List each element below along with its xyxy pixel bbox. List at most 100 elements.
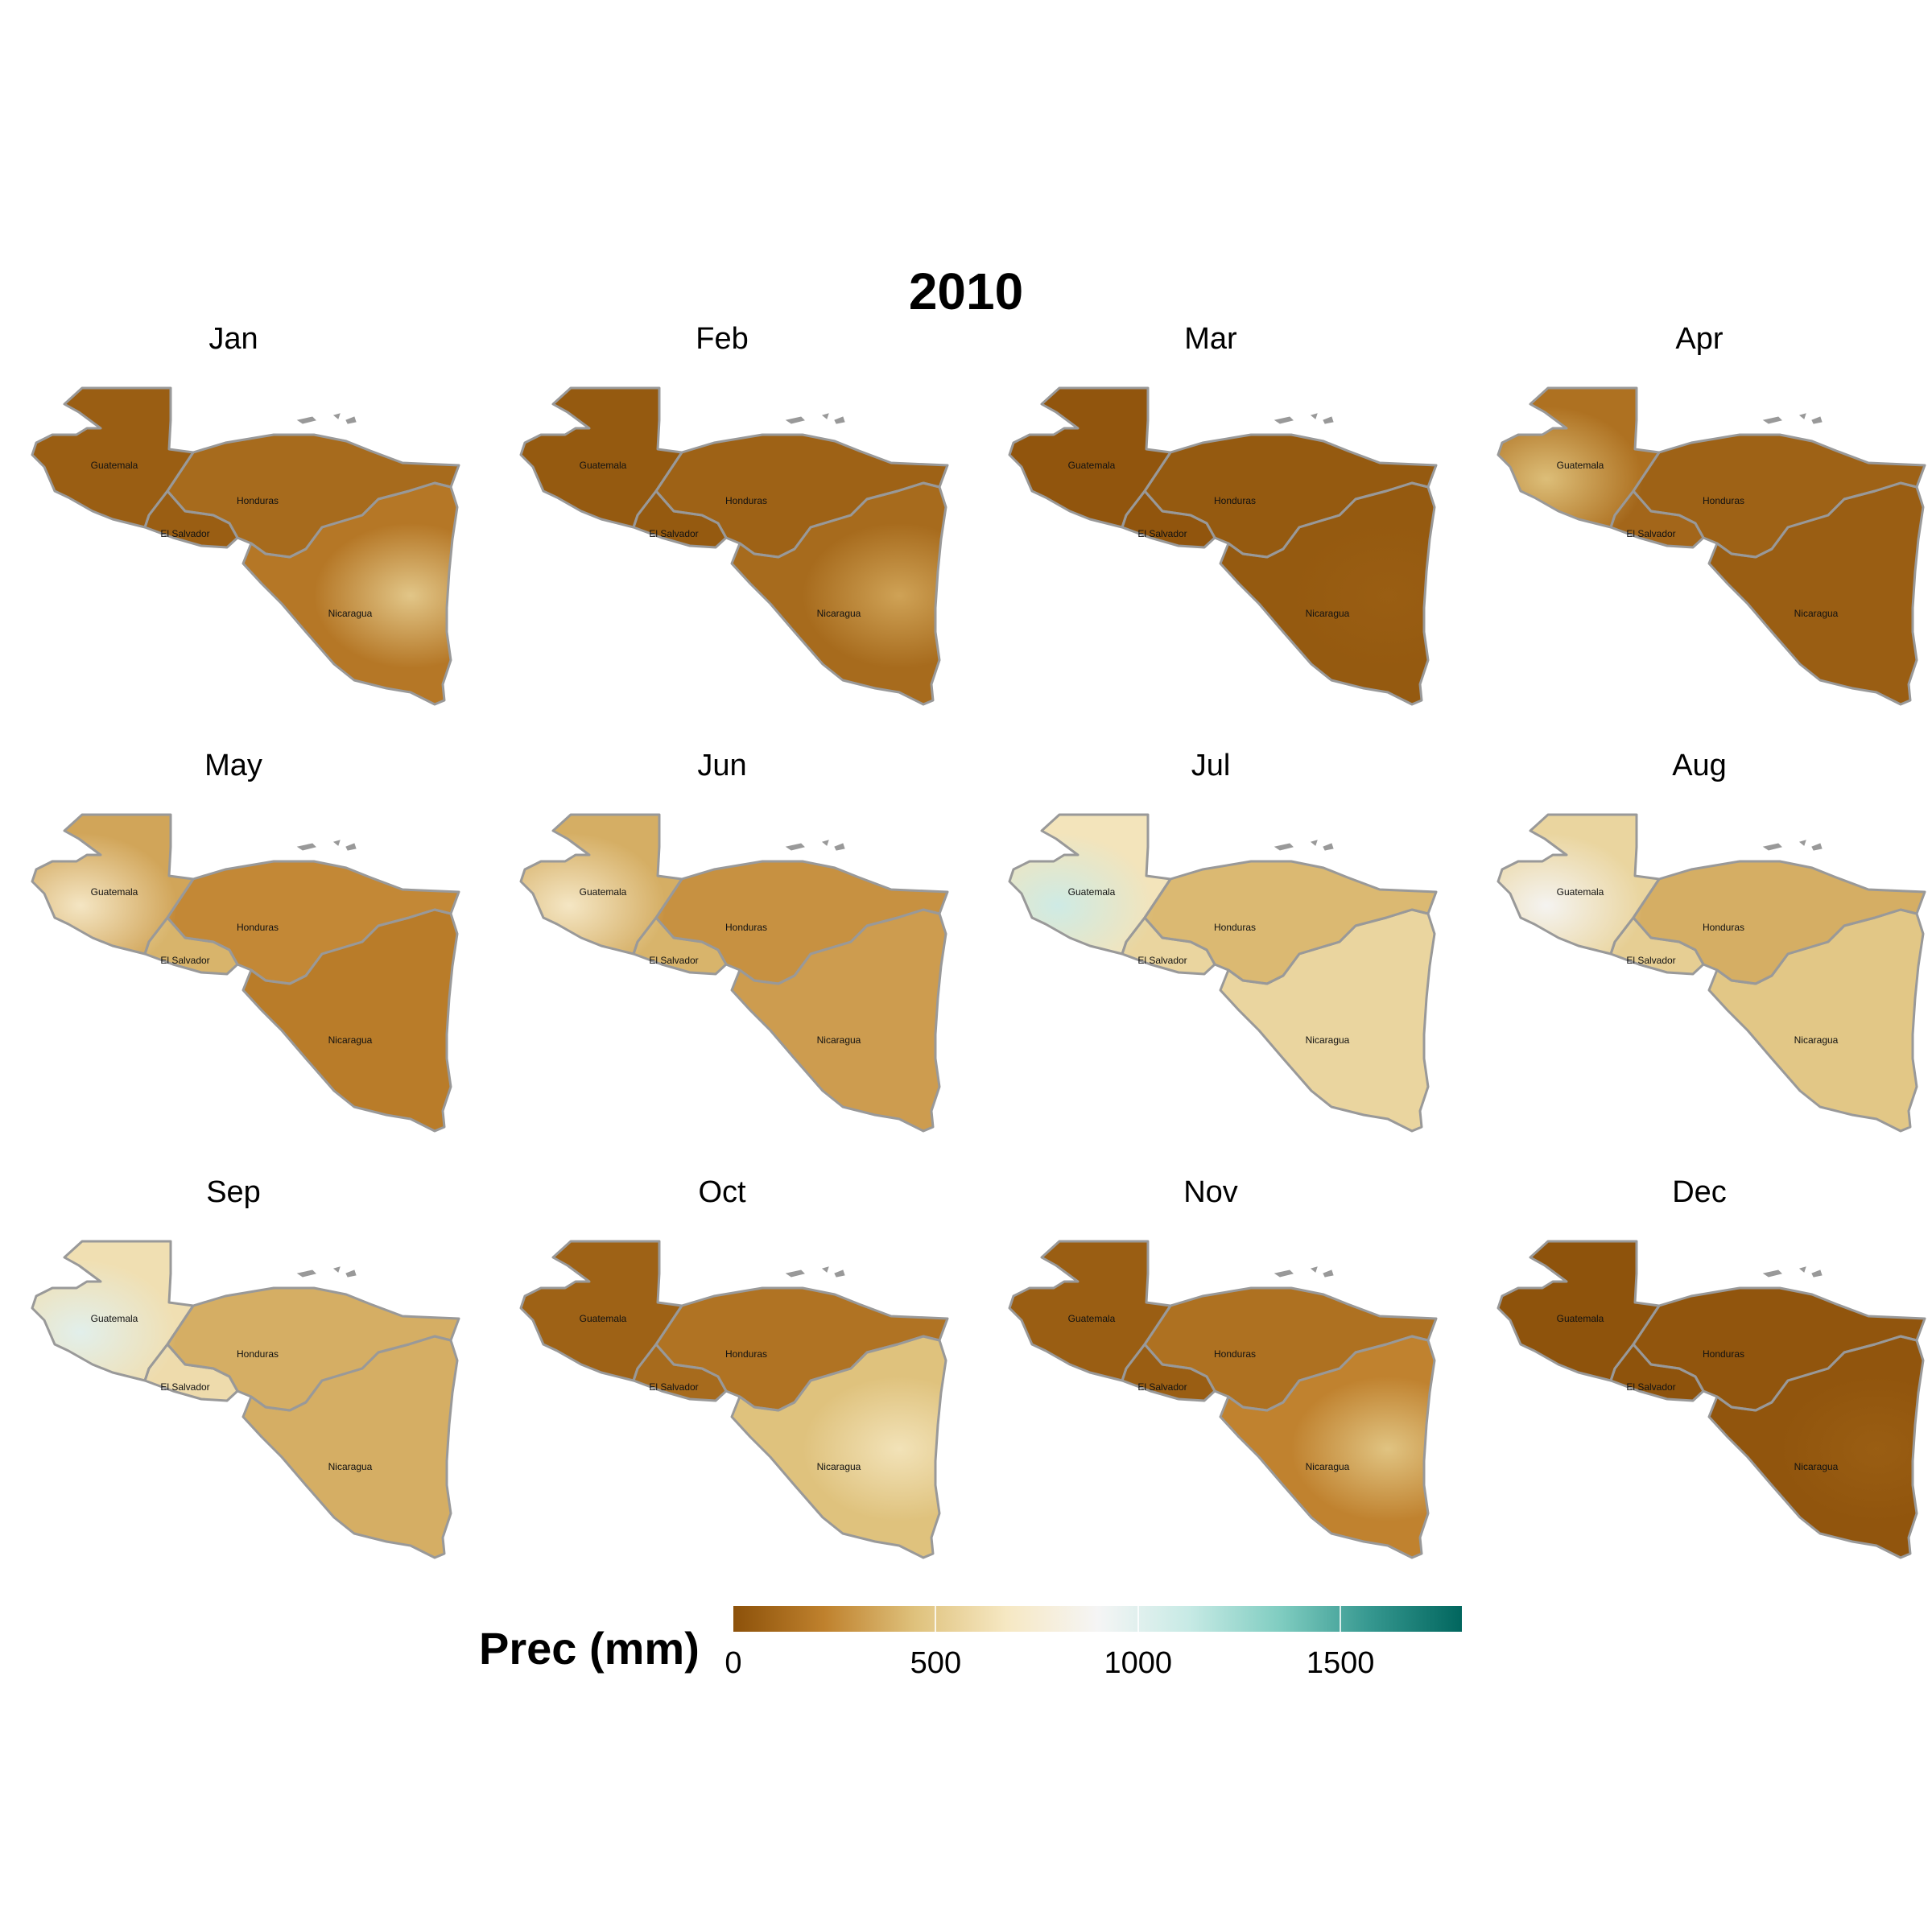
country-border (1496, 1240, 1661, 1382)
bay-island (1798, 413, 1806, 419)
guatemala-region (521, 388, 682, 527)
country-label: El Salvador (1626, 955, 1675, 966)
precip-hotspot (521, 833, 666, 978)
legend-tick-label: 500 (910, 1646, 962, 1680)
bay-island (1274, 1269, 1294, 1278)
el-salvador-region (634, 491, 726, 547)
country-border (519, 386, 683, 529)
el-salvador-region (1611, 1344, 1703, 1401)
country-border (1219, 481, 1436, 706)
country-label: Honduras (1214, 1348, 1256, 1360)
country-border (242, 908, 459, 1133)
map-panel-apr: Apr Guatemala Honduras El Salvador Nicaragua (1474, 322, 1926, 749)
bay-island (345, 1269, 357, 1278)
country-border (1496, 386, 1661, 529)
guatemala-region (32, 388, 193, 527)
precip-hotspot (1009, 833, 1154, 978)
bay-island (1762, 843, 1782, 851)
choropleth-map: Guatemala Honduras El Salvador Nicaragua (519, 813, 949, 1133)
honduras-region (656, 1288, 947, 1410)
bay-island (296, 1269, 316, 1278)
bay-island (1310, 413, 1318, 419)
country-border (143, 1343, 239, 1402)
nicaragua-region (732, 910, 946, 1131)
nicaragua-region (243, 910, 457, 1131)
panel-title: May (204, 749, 262, 782)
precip-hotspot (32, 1260, 177, 1405)
country-label: Nicaragua (1306, 608, 1350, 619)
country-border (632, 916, 728, 976)
country-border (31, 813, 195, 956)
map-panel-oct: Oct Guatemala Honduras El Salvador Nicaragua (497, 1175, 949, 1602)
panel-title: Mar (1184, 322, 1237, 356)
bay-island (296, 416, 316, 424)
map-panel-jun: Jun Guatemala Honduras El Salvador Nicaragua (497, 749, 949, 1175)
country-border (1707, 908, 1925, 1133)
country-border (143, 489, 239, 549)
country-label: Honduras (237, 1348, 279, 1360)
country-label: El Salvador (160, 1381, 209, 1393)
choropleth-map: Guatemala Honduras El Salvador Nicaragua (1496, 813, 1926, 1133)
country-border (730, 481, 947, 706)
legend-tick-mark (1137, 1606, 1139, 1632)
honduras-region (656, 435, 947, 557)
precip-hotspot (314, 523, 459, 668)
map-panel-mar: Mar Guatemala Honduras El Salvador Nicaragua (985, 322, 1438, 749)
legend-tick-label: 1500 (1306, 1646, 1375, 1680)
bay-island (345, 843, 357, 851)
country-label: Guatemala (91, 886, 138, 898)
precip-hotspot (1291, 523, 1436, 668)
choropleth-map: Guatemala Honduras El Salvador Nicaragua (1008, 386, 1438, 706)
country-label: Nicaragua (1794, 1461, 1839, 1472)
country-label: El Salvador (1137, 1381, 1187, 1393)
guatemala-region (1498, 1241, 1659, 1381)
country-label: Nicaragua (817, 608, 861, 619)
country-label: El Salvador (160, 955, 209, 966)
country-label: Honduras (1214, 495, 1256, 506)
legend-title: Prec (mm) (479, 1623, 700, 1674)
country-label: Honduras (1703, 922, 1744, 933)
country-border (519, 1240, 683, 1382)
guatemala-region (1009, 388, 1170, 527)
main-title: 2010 (908, 262, 1024, 320)
bay-island (296, 843, 316, 851)
bay-island (1274, 843, 1294, 851)
legend-colorbar (733, 1606, 1462, 1632)
legend-tick-mark (1340, 1606, 1342, 1632)
choropleth-map: Guatemala Honduras El Salvador Nicaragua (31, 813, 460, 1133)
honduras-region (167, 435, 459, 557)
panel-title: Jan (208, 322, 258, 356)
country-border (1219, 1335, 1436, 1559)
country-border (1609, 916, 1705, 976)
country-label: Guatemala (1068, 1313, 1116, 1324)
bay-island (834, 416, 845, 424)
country-label: Guatemala (580, 886, 627, 898)
country-border (1609, 489, 1705, 549)
country-border (242, 481, 459, 706)
country-label: El Salvador (649, 955, 698, 966)
bay-island (1310, 1266, 1318, 1273)
country-label: Nicaragua (817, 1461, 861, 1472)
choropleth-map: Guatemala Honduras El Salvador Nicaragua (1008, 813, 1438, 1133)
choropleth-map: Guatemala Honduras El Salvador Nicaragua (31, 386, 460, 706)
el-salvador-region (1122, 1344, 1215, 1401)
country-border (1008, 1240, 1172, 1382)
bay-island (345, 416, 357, 424)
map-panel-jul: Jul Guatemala Honduras El Salvador Nicaragua (985, 749, 1438, 1175)
country-label: El Salvador (1137, 955, 1187, 966)
panel-title: Nov (1183, 1175, 1238, 1209)
honduras-region (1145, 1288, 1436, 1410)
country-label: Nicaragua (817, 1034, 861, 1046)
legend-tick-label: 0 (724, 1646, 742, 1680)
choropleth-map: Guatemala Honduras El Salvador Nicaragua (519, 386, 949, 706)
country-border (1121, 916, 1216, 976)
country-border (730, 908, 947, 1133)
country-label: Nicaragua (1794, 608, 1839, 619)
country-border (1121, 1343, 1216, 1402)
country-border (1008, 386, 1172, 529)
country-border (1707, 1335, 1925, 1559)
guatemala-region (521, 1241, 682, 1381)
choropleth-map: Guatemala Honduras El Salvador Nicaragua (1496, 1240, 1926, 1559)
bay-island (1811, 843, 1823, 851)
legend-tick-mark (935, 1606, 937, 1632)
